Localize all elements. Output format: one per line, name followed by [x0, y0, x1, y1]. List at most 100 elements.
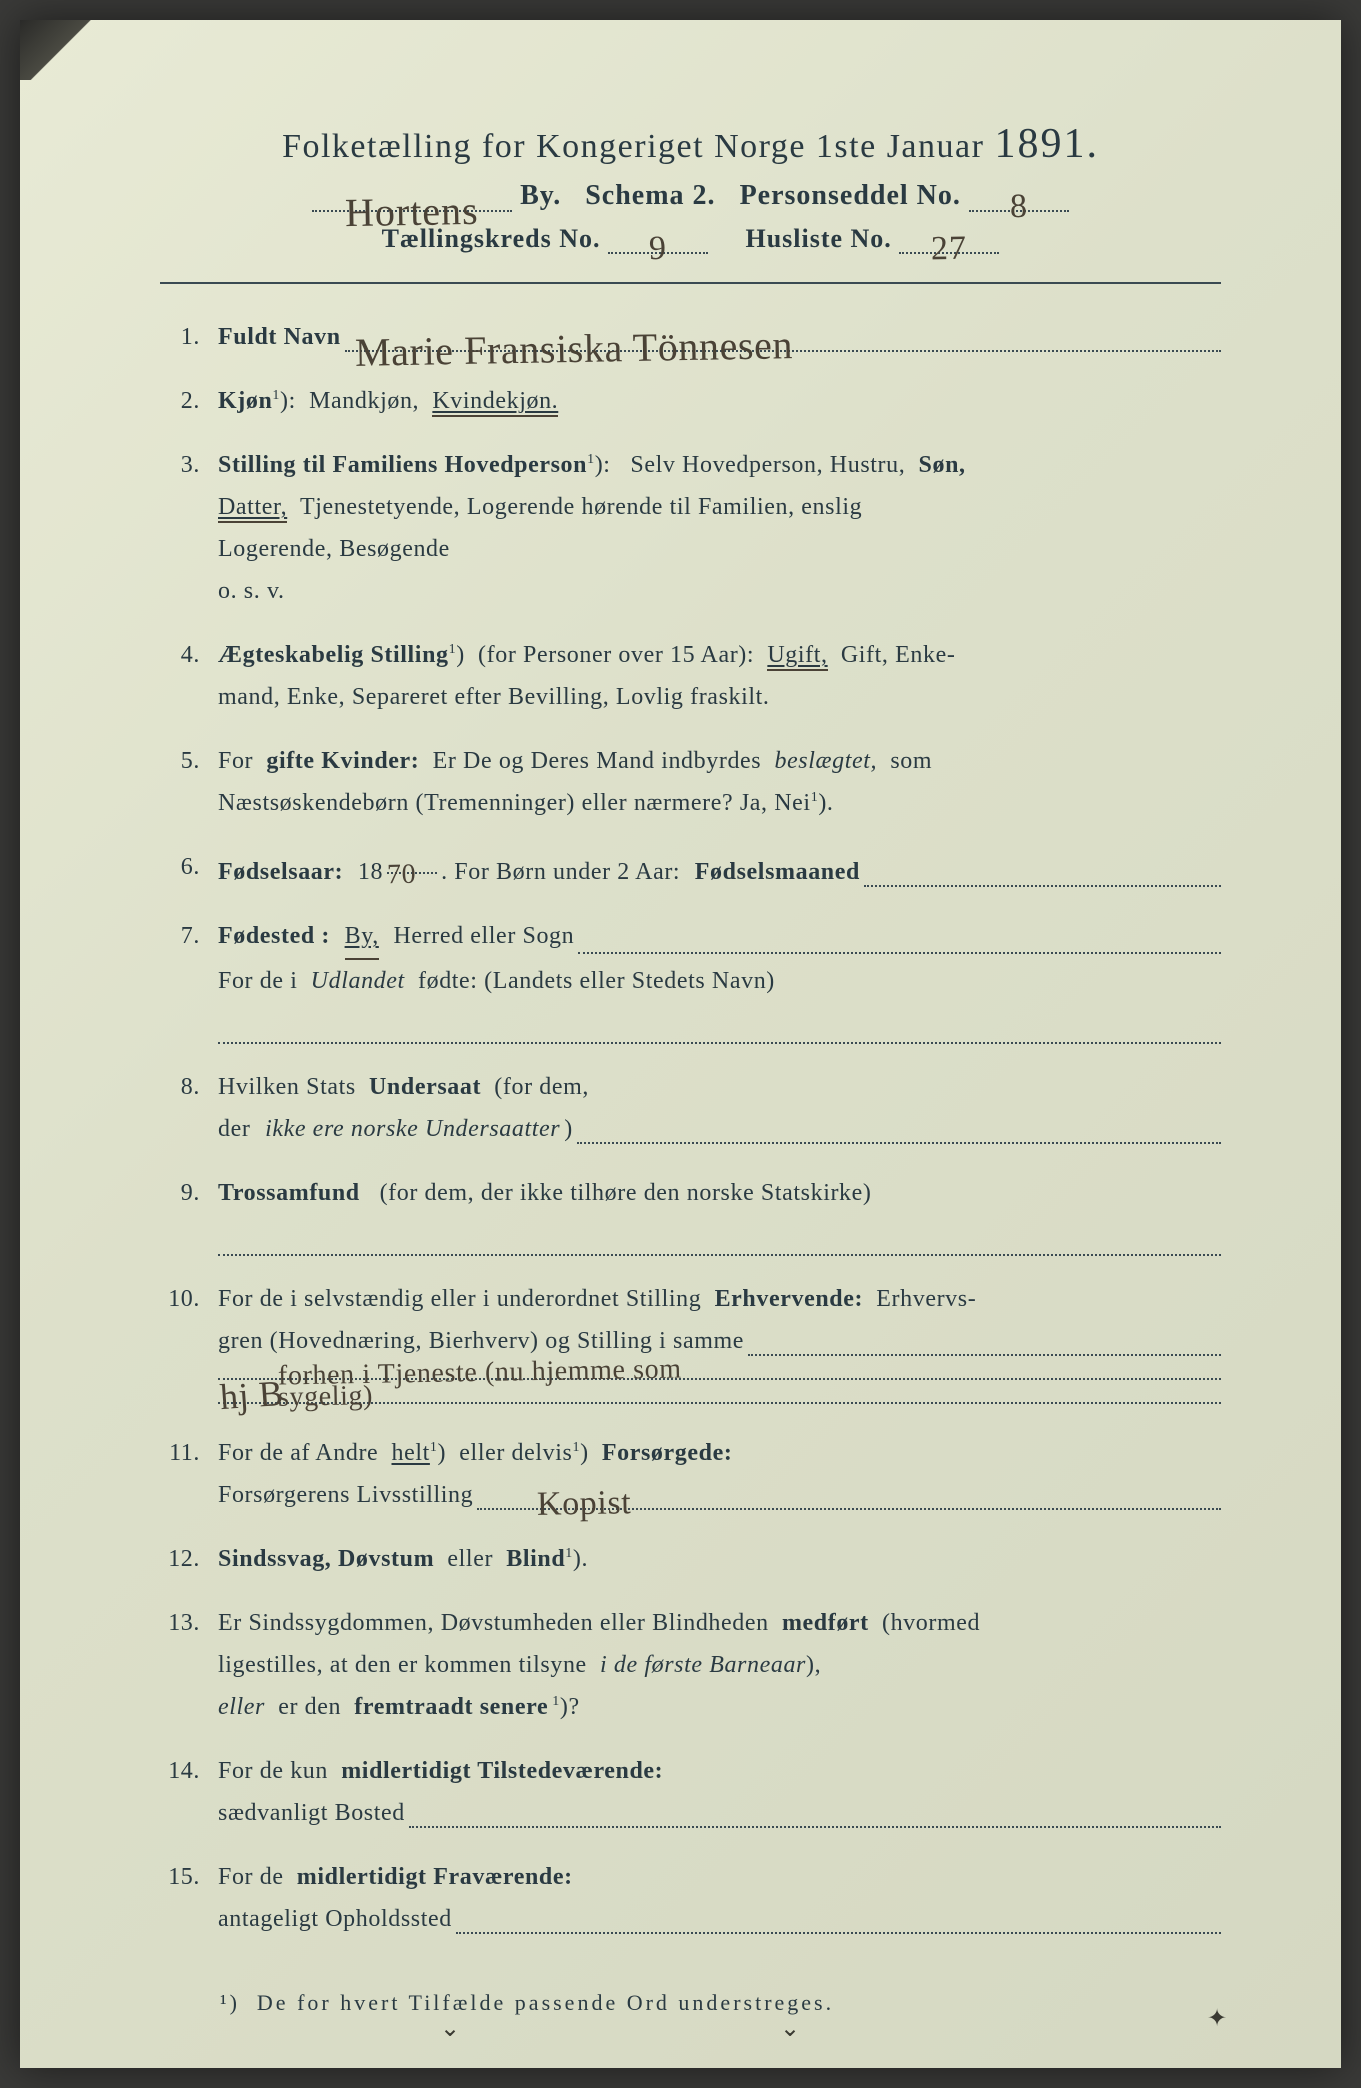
i8-c: (for dem,	[494, 1074, 589, 1100]
i7-l2rest: fødte: (Landets eller Stedets Navn)	[418, 968, 775, 994]
i13-l2it: i de første Barneaar	[600, 1652, 806, 1678]
i3-l4: o. s. v.	[218, 578, 285, 604]
i6-mid: . For Børn under 2 Aar:	[441, 851, 680, 893]
i10-c: Erhvervs-	[876, 1286, 976, 1312]
item-8: 8. Hvilken Stats Undersaat (for dem, der…	[160, 1066, 1221, 1150]
i12-c: Blind	[506, 1546, 565, 1572]
husliste-field: 27	[899, 226, 999, 254]
i13-l2b: ),	[806, 1652, 821, 1678]
i10-field1	[748, 1338, 1221, 1356]
num-3: 3.	[160, 444, 218, 486]
name-field: Marie Fransiska Tönnesen	[345, 334, 1221, 352]
opt-mandkjon: Mandkjøn,	[309, 388, 419, 414]
i10-b: Erhvervende:	[715, 1286, 864, 1312]
body-13: Er Sindssygdommen, Døvstumheden eller Bl…	[218, 1602, 1221, 1728]
footnote-text: De for hvert Tilfælde passende Ord under…	[257, 1990, 834, 2015]
i14-l2: sædvanligt Bosted	[218, 1792, 405, 1834]
i9-rest: (for dem, der ikke tilhøre den norske St…	[380, 1180, 872, 1206]
i12-a: Sindssvag, Døvstum	[218, 1546, 434, 1572]
label-2: Kjøn	[218, 388, 272, 414]
kreds-field: 9	[608, 226, 708, 254]
separator-rule	[160, 282, 1221, 284]
i7-by: By,	[345, 915, 379, 960]
i7-rest: Herred eller Sogn	[393, 915, 574, 957]
i15-b: midlertidigt Fraværende:	[297, 1864, 573, 1890]
num-13: 13.	[160, 1602, 218, 1644]
i14-a: For de kun	[218, 1758, 328, 1784]
body-8: Hvilken Stats Undersaat (for dem, der ik…	[218, 1066, 1221, 1150]
i13-a: Er Sindssygdommen, Døvstumheden eller Bl…	[218, 1610, 769, 1636]
margin-note-hw: hj B	[218, 1362, 286, 1429]
by-label: By.	[520, 180, 561, 211]
body-4: Ægteskabelig Stilling1) (for Personer ov…	[218, 634, 1221, 718]
husliste-label: Husliste No.	[745, 224, 891, 253]
sup-4: 1	[449, 642, 457, 657]
item-6: 6. Fødselsaar: 1870 . For Børn under 2 A…	[160, 846, 1221, 893]
i8-b: Undersaat	[369, 1074, 481, 1100]
personseddel-label: Personseddel No.	[740, 180, 961, 211]
num-14: 14.	[160, 1750, 218, 1792]
num-2: 2.	[160, 380, 218, 422]
num-5: 5.	[160, 740, 218, 782]
subline-1: Hortens By. Schema 2. Personseddel No. 8	[160, 180, 1221, 212]
footnote: ¹) De for hvert Tilfælde passende Ord un…	[160, 1990, 1221, 2016]
body-6: Fødselsaar: 1870 . For Børn under 2 Aar:…	[218, 846, 1221, 893]
mark-icon: ✦	[1207, 2004, 1221, 2018]
sup-5: 1	[811, 790, 819, 805]
item-15: 15. For de midlertidigt Fraværende: anta…	[160, 1856, 1221, 1940]
i7-l2it: Udlandet	[311, 968, 405, 994]
full-name-hw: Marie Fransiska Tönnesen	[354, 310, 793, 388]
i5-it: beslægtet,	[774, 748, 877, 774]
item-12: 12. Sindssvag, Døvstum eller Blind1).	[160, 1538, 1221, 1580]
i10-a: For de i selvstændig eller i underordnet…	[218, 1286, 701, 1312]
num-7: 7.	[160, 915, 218, 957]
body-11: For de af Andre helt1) eller delvis1) Fo…	[218, 1432, 1221, 1516]
i5-pre: For	[218, 748, 253, 774]
i10-hw2: sygelig)	[278, 1371, 374, 1422]
footnote-mark: ¹)	[220, 1990, 240, 2015]
i8-l2a: der	[218, 1108, 250, 1150]
title-year: 1891.	[994, 121, 1099, 167]
i3-l2b: Tjenestetyende, Logerende hørende til Fa…	[300, 494, 862, 520]
body-14: For de kun midlertidigt Tilstedeværende:…	[218, 1750, 1221, 1834]
i5-r1b: som	[890, 748, 932, 774]
i13-l2a: ligestilles, at den er kommen tilsyne	[218, 1652, 587, 1678]
label-1: Fuldt Navn	[218, 316, 341, 358]
i8-a: Hvilken Stats	[218, 1074, 356, 1100]
i15-a: For de	[218, 1864, 284, 1890]
item-1: 1. Fuldt Navn Marie Fransiska Tönnesen	[160, 316, 1221, 358]
by-field: Hortens	[312, 184, 512, 212]
i9-blank	[218, 1236, 1221, 1256]
num-8: 8.	[160, 1066, 218, 1108]
label-7: Fødested :	[218, 915, 330, 957]
body-10: For de i selvstændig eller i underordnet…	[218, 1278, 1221, 1410]
i11-field: Kopist	[477, 1492, 1221, 1510]
sup-3: 1	[587, 452, 595, 467]
num-6: 6.	[160, 846, 218, 888]
title-prefix: Folketælling for Kongeriget Norge 1ste J…	[282, 128, 984, 165]
i6-18: 18	[358, 851, 383, 893]
i5-l2: Næstsøskendebørn (Tremenninger) eller næ…	[218, 790, 811, 816]
i11-c: Forsørgede:	[602, 1440, 733, 1466]
i4-paren: (for Personer over 15 Aar):	[478, 642, 754, 668]
kreds-no: 9	[649, 230, 668, 268]
item-4: 4. Ægteskabelig Stilling1) (for Personer…	[160, 634, 1221, 718]
num-11: 11.	[160, 1432, 218, 1474]
opt-kvindekjon: Kvindekjøn.	[432, 388, 558, 417]
i5-r1: Er De og Deres Mand indbyrdes	[433, 748, 762, 774]
i6-lbl2: Fødselsmaaned	[695, 851, 860, 893]
body-5: For gifte Kvinder: Er De og Deres Mand i…	[218, 740, 1221, 824]
i11-u: helt	[392, 1440, 430, 1466]
i8-l2it: ikke ere norske Undersaatter	[265, 1108, 560, 1150]
i15-field	[456, 1916, 1221, 1934]
items-list: 1. Fuldt Navn Marie Fransiska Tönnesen 2…	[160, 316, 1221, 1940]
year-hw: 70	[387, 850, 417, 900]
mark-icon: ⌄	[780, 2014, 794, 2028]
i3-datter: Datter,	[218, 494, 287, 523]
body-15: For de midlertidigt Fraværende: antageli…	[218, 1856, 1221, 1940]
item-13: 13. Er Sindssygdommen, Døvstumheden elle…	[160, 1602, 1221, 1728]
census-form-page: Folketælling for Kongeriget Norge 1ste J…	[20, 20, 1341, 2068]
item-9: 9. Trossamfund (for dem, der ikke tilhør…	[160, 1172, 1221, 1256]
i3-l3: Logerende, Besøgende	[218, 536, 450, 562]
item-14: 14. For de kun midlertidigt Tilstedevære…	[160, 1750, 1221, 1834]
